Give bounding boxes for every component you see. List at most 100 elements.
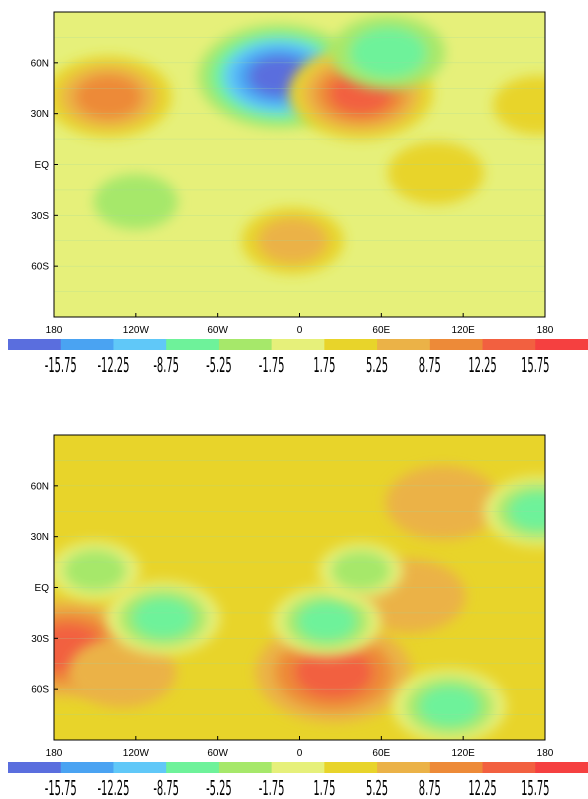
colorbar-label: 5.25 <box>366 776 388 799</box>
colorbar-label: -1.75 <box>259 353 285 377</box>
x-tick-label: 0 <box>297 325 303 336</box>
colorbar-swatch <box>482 339 536 350</box>
contour-band <box>387 141 485 205</box>
x-tick-label: 60E <box>372 325 390 336</box>
contour-feature-8 <box>392 669 507 740</box>
x-tick-label: 120W <box>123 325 150 336</box>
y-tick-label: EQ <box>35 583 50 594</box>
colorbar-label: -8.75 <box>153 776 179 799</box>
y-tick-label: 30N <box>31 109 49 120</box>
contour-band <box>330 550 391 591</box>
contour-feature-6 <box>93 174 179 230</box>
colorbar-swatch <box>535 762 588 773</box>
contour-feature-10 <box>318 542 404 599</box>
colorbar-label: 5.25 <box>366 353 388 377</box>
contour-feature-7 <box>492 75 545 135</box>
colorbar-label: -12.25 <box>97 776 129 799</box>
x-tick-label: 180 <box>46 325 63 336</box>
x-tick-label: 120E <box>451 325 475 336</box>
colorbar-label: 8.75 <box>419 353 441 377</box>
colorbar-label: -15.75 <box>45 353 77 377</box>
x-tick-label: 60W <box>207 748 228 759</box>
contour-feature-2 <box>288 46 434 140</box>
x-tick-label: 180 <box>537 325 554 336</box>
colorbar-swatch <box>60 762 114 773</box>
y-tick-label: 60S <box>31 685 49 696</box>
colorbar-swatch <box>218 762 273 773</box>
y-tick-label: 60S <box>31 262 49 273</box>
colorbar-swatch <box>482 762 536 773</box>
contour-band <box>418 685 481 727</box>
contour-feature-11 <box>54 541 141 601</box>
colorbar-swatch <box>8 762 62 773</box>
colorbar: -15.75 -12.25 -8.75 -5.25 -1.75 1.75 5.25 8.75 1… <box>8 339 588 377</box>
colorbar-swatch <box>535 339 588 350</box>
x-axis: 180 120W 60W 0 60E 120E 180 <box>46 313 554 336</box>
colorbar-label: 15.75 <box>521 353 549 377</box>
bottom-contour-map: 60N 30N EQ 30S 60S 180 120W 60W 0 60E 120E 180 -15.7… <box>8 434 588 799</box>
colorbar-label: 12.25 <box>468 776 496 799</box>
contour-feature-1 <box>54 55 172 138</box>
contour-feature-9 <box>272 586 381 657</box>
colorbar-swatch <box>113 339 167 350</box>
x-tick-label: 180 <box>46 748 63 759</box>
contour-feature-3 <box>330 15 446 90</box>
x-tick-label: 0 <box>297 748 303 759</box>
colorbar-label: 8.75 <box>419 776 441 799</box>
contour-band <box>294 646 373 699</box>
x-tick-label: 60W <box>207 325 228 336</box>
y-axis: 60N 30N EQ 30S 60S <box>31 481 58 696</box>
contour-features <box>54 465 545 740</box>
contour-feature-5 <box>385 465 500 540</box>
colorbar-swatch <box>271 339 325 350</box>
colorbar-swatch <box>218 339 273 350</box>
top-contour-map: 60N 30N EQ 30S 60S 180 120W 60W 0 60E 120E 180 -15.7… <box>8 11 588 377</box>
contour-feature-1 <box>67 637 177 708</box>
colorbar-swatch <box>60 339 114 350</box>
contour-band <box>132 597 195 639</box>
y-tick-label: 30S <box>31 211 49 222</box>
contour-band <box>75 74 142 119</box>
contour-band <box>93 174 179 230</box>
top-map-panel: 60N 30N EQ 30S 60S 180 120W 60W 0 60E 120E 180 -15.7… <box>0 0 588 380</box>
colorbar: -15.75 -12.25 -8.75 -5.25 -1.75 1.75 5.25 8.75 1… <box>8 762 588 799</box>
contour-band <box>296 601 357 642</box>
x-tick-label: 120W <box>123 748 150 759</box>
y-tick-label: 60N <box>31 58 49 69</box>
contour-band <box>492 75 545 135</box>
contour-features <box>54 15 545 274</box>
colorbar-label: 1.75 <box>313 776 335 799</box>
y-tick-label: EQ <box>35 160 50 171</box>
contour-band <box>385 465 500 540</box>
contour-band <box>349 27 427 78</box>
y-tick-label: 30N <box>31 532 49 543</box>
colorbar-swatch <box>113 762 167 773</box>
contour-band <box>63 549 127 592</box>
colorbar-label: -8.75 <box>153 353 179 377</box>
colorbar-swatch <box>324 762 378 773</box>
colorbar-swatch <box>377 762 431 773</box>
colorbar-swatch <box>324 339 378 350</box>
x-tick-label: 120E <box>451 748 475 759</box>
colorbar-swatch <box>429 339 484 350</box>
colorbar-label: -12.25 <box>97 353 129 377</box>
colorbar-swatch <box>166 339 220 350</box>
x-tick-label: 180 <box>537 748 554 759</box>
contour-feature-4 <box>387 141 485 205</box>
colorbar-swatch <box>8 339 62 350</box>
latitude-gridlines <box>54 460 545 715</box>
contour-band <box>67 637 177 708</box>
contour-feature-3 <box>105 581 221 655</box>
colorbar-label: -1.75 <box>259 776 285 799</box>
y-tick-label: 60N <box>31 481 49 492</box>
latitude-gridlines <box>54 37 545 292</box>
colorbar-swatch <box>377 339 431 350</box>
colorbar-label: 15.75 <box>521 776 549 799</box>
colorbar-label: 1.75 <box>313 353 335 377</box>
colorbar-label: -15.75 <box>45 776 77 799</box>
colorbar-swatch <box>271 762 325 773</box>
colorbar-label: 12.25 <box>468 353 496 377</box>
colorbar-label: -5.25 <box>206 776 232 799</box>
colorbar-label: -5.25 <box>206 353 232 377</box>
x-axis: 180 120W 60W 0 60E 120E 180 <box>46 736 554 759</box>
